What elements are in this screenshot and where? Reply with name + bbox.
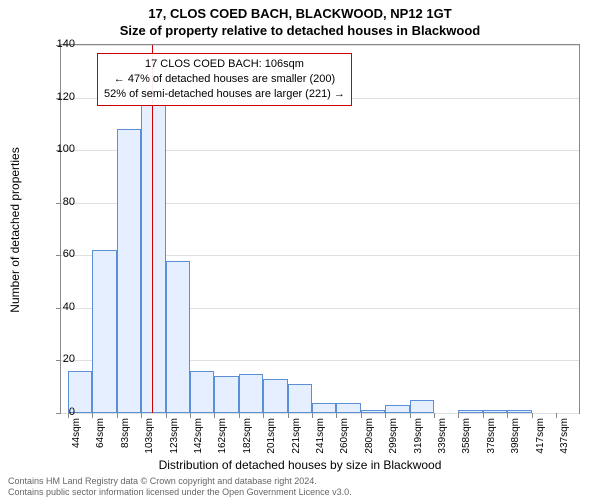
xtick-mark [458, 413, 459, 418]
histogram-bar [263, 379, 287, 413]
gridline [61, 45, 579, 46]
xtick-mark [312, 413, 313, 418]
xtick-mark [166, 413, 167, 418]
xtick-label: 221sqm [291, 418, 302, 458]
histogram-bar [141, 105, 165, 413]
xtick-mark [92, 413, 93, 418]
histogram-bar [288, 384, 312, 413]
xtick-mark [117, 413, 118, 418]
ytick-mark [56, 360, 61, 361]
xtick-mark [410, 413, 411, 418]
xtick-label: 398sqm [510, 418, 521, 458]
histogram-bar [239, 374, 263, 413]
xtick-label: 319sqm [413, 418, 424, 458]
xtick-label: 64sqm [95, 418, 106, 458]
ytick-mark [56, 255, 61, 256]
ytick-label: 40 [63, 301, 75, 313]
xtick-mark [434, 413, 435, 418]
ytick-label: 120 [57, 91, 75, 103]
footer-line-2: Contains public sector information licen… [8, 487, 352, 498]
histogram-bar [92, 250, 116, 413]
histogram-bar [385, 405, 409, 413]
xtick-label: 358sqm [461, 418, 472, 458]
histogram-bar [410, 400, 434, 413]
xtick-label: 299sqm [388, 418, 399, 458]
ytick-mark [56, 203, 61, 204]
ytick-label: 80 [63, 196, 75, 208]
xtick-label: 437sqm [559, 418, 570, 458]
ytick-mark [56, 413, 61, 414]
xtick-mark [141, 413, 142, 418]
xtick-label: 83sqm [120, 418, 131, 458]
histogram-bar [214, 376, 238, 413]
xtick-label: 201sqm [266, 418, 277, 458]
xtick-label: 162sqm [217, 418, 228, 458]
annotation-line: 17 CLOS COED BACH: 106sqm [104, 57, 345, 72]
plot-area: 17 CLOS COED BACH: 106sqm← 47% of detach… [60, 44, 580, 414]
ytick-label: 100 [57, 143, 75, 155]
ytick-label: 20 [63, 353, 75, 365]
histogram-bar [336, 403, 360, 414]
ytick-label: 60 [63, 248, 75, 260]
ytick-mark [56, 308, 61, 309]
xtick-label: 241sqm [315, 418, 326, 458]
xtick-label: 123sqm [169, 418, 180, 458]
annotation-line: 52% of semi-detached houses are larger (… [104, 87, 345, 102]
xtick-mark [556, 413, 557, 418]
y-axis-label: Number of detached properties [8, 147, 22, 312]
xtick-label: 260sqm [339, 418, 350, 458]
histogram-bar [190, 371, 214, 413]
x-axis-label: Distribution of detached houses by size … [0, 458, 600, 472]
histogram-bar [458, 410, 482, 413]
xtick-mark [507, 413, 508, 418]
histogram-bar [166, 261, 190, 413]
xtick-mark [288, 413, 289, 418]
xtick-mark [263, 413, 264, 418]
xtick-label: 280sqm [364, 418, 375, 458]
xtick-mark [361, 413, 362, 418]
xtick-mark [532, 413, 533, 418]
xtick-mark [214, 413, 215, 418]
xtick-mark [385, 413, 386, 418]
histogram-bar [361, 410, 385, 413]
annotation-box: 17 CLOS COED BACH: 106sqm← 47% of detach… [97, 53, 352, 106]
histogram-bar [312, 403, 336, 414]
footer-attribution: Contains HM Land Registry data © Crown c… [8, 476, 352, 498]
gridline [61, 413, 579, 414]
xtick-mark [336, 413, 337, 418]
xtick-label: 182sqm [242, 418, 253, 458]
xtick-label: 44sqm [71, 418, 82, 458]
xtick-mark [239, 413, 240, 418]
xtick-label: 103sqm [144, 418, 155, 458]
ytick-label: 140 [57, 38, 75, 50]
chart-container: 17, CLOS COED BACH, BLACKWOOD, NP12 1GT … [0, 0, 600, 500]
xtick-label: 417sqm [535, 418, 546, 458]
histogram-bar [483, 410, 507, 413]
histogram-bar [507, 410, 531, 413]
xtick-label: 378sqm [486, 418, 497, 458]
annotation-line: ← 47% of detached houses are smaller (20… [104, 72, 345, 87]
ytick-label: 0 [69, 406, 75, 418]
chart-title-address: 17, CLOS COED BACH, BLACKWOOD, NP12 1GT [0, 6, 600, 21]
xtick-label: 339sqm [437, 418, 448, 458]
histogram-bar [117, 129, 141, 413]
footer-line-1: Contains HM Land Registry data © Crown c… [8, 476, 352, 487]
xtick-mark [190, 413, 191, 418]
xtick-mark [483, 413, 484, 418]
xtick-label: 142sqm [193, 418, 204, 458]
chart-title-subtitle: Size of property relative to detached ho… [0, 23, 600, 38]
